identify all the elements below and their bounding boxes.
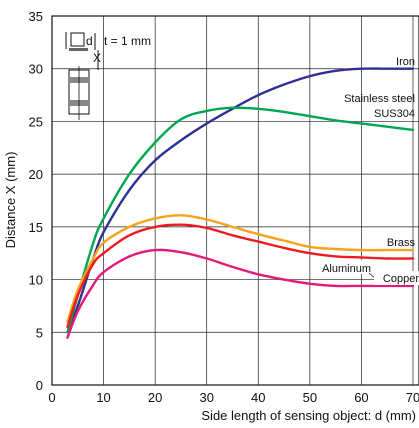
series-label-copper-bg [374, 271, 419, 285]
y-axis-title: Distance X (mm) [3, 152, 18, 249]
series-line-copper [66, 248, 415, 339]
series-labels: Iron Stainless steel SUS304 Brass Aluminum Co… [318, 56, 419, 285]
sensing-object-inset: d t = 1 mm X [65, 32, 151, 120]
y-tick-label: 20 [29, 167, 43, 182]
y-tick-label: 25 [29, 114, 43, 129]
y-tick-label: 15 [29, 220, 43, 235]
inset-label-d: d [86, 34, 93, 48]
x-tick-label: 50 [303, 390, 317, 405]
series-label-stainless-steel-line1: Stainless steel [344, 93, 415, 105]
series-label-aluminum: Aluminum [322, 263, 371, 275]
x-tick-label: 10 [96, 390, 110, 405]
series-line-stainless-steel [66, 106, 415, 334]
y-tick-label: 0 [36, 378, 43, 393]
y-tick-label: 30 [29, 62, 43, 77]
annotation-thickness: t = 1 mm [104, 34, 151, 48]
series-label-aluminum-bg [318, 260, 372, 274]
series-label-copper: Copper [383, 273, 419, 285]
series-lines [66, 67, 415, 339]
x-tick-label: 70 [406, 390, 419, 405]
inset-target-plate [70, 32, 85, 47]
x-axis-title: Side length of sensing object: d (mm) [201, 408, 416, 423]
series-line-aluminum [66, 223, 415, 329]
y-tick-label: 35 [29, 9, 43, 24]
y-tick-label: 5 [36, 325, 43, 340]
x-tick-label: 60 [354, 390, 368, 405]
inset-plate-hatch [69, 48, 88, 51]
x-tick-label: 40 [251, 390, 265, 405]
tick-labels: 0 10 20 30 40 50 60 70 0 5 10 15 20 25 30 35 [29, 9, 419, 405]
series-label-stainless-steel-line2: SUS304 [374, 108, 415, 120]
plot-frame [51, 15, 419, 386]
x-tick-label: 20 [148, 390, 162, 405]
series-label-stainless-steel: Stainless steel SUS304 [344, 93, 415, 120]
series-label-brass: Brass [387, 237, 416, 249]
series-line-brass [66, 214, 415, 323]
y-tick-label: 10 [29, 273, 43, 288]
x-tick-label: 30 [199, 390, 213, 405]
series-label-iron: Iron [396, 56, 415, 68]
x-tick-label: 0 [48, 390, 55, 405]
series-line-iron [66, 67, 415, 334]
inset-label-x: X [93, 51, 101, 65]
